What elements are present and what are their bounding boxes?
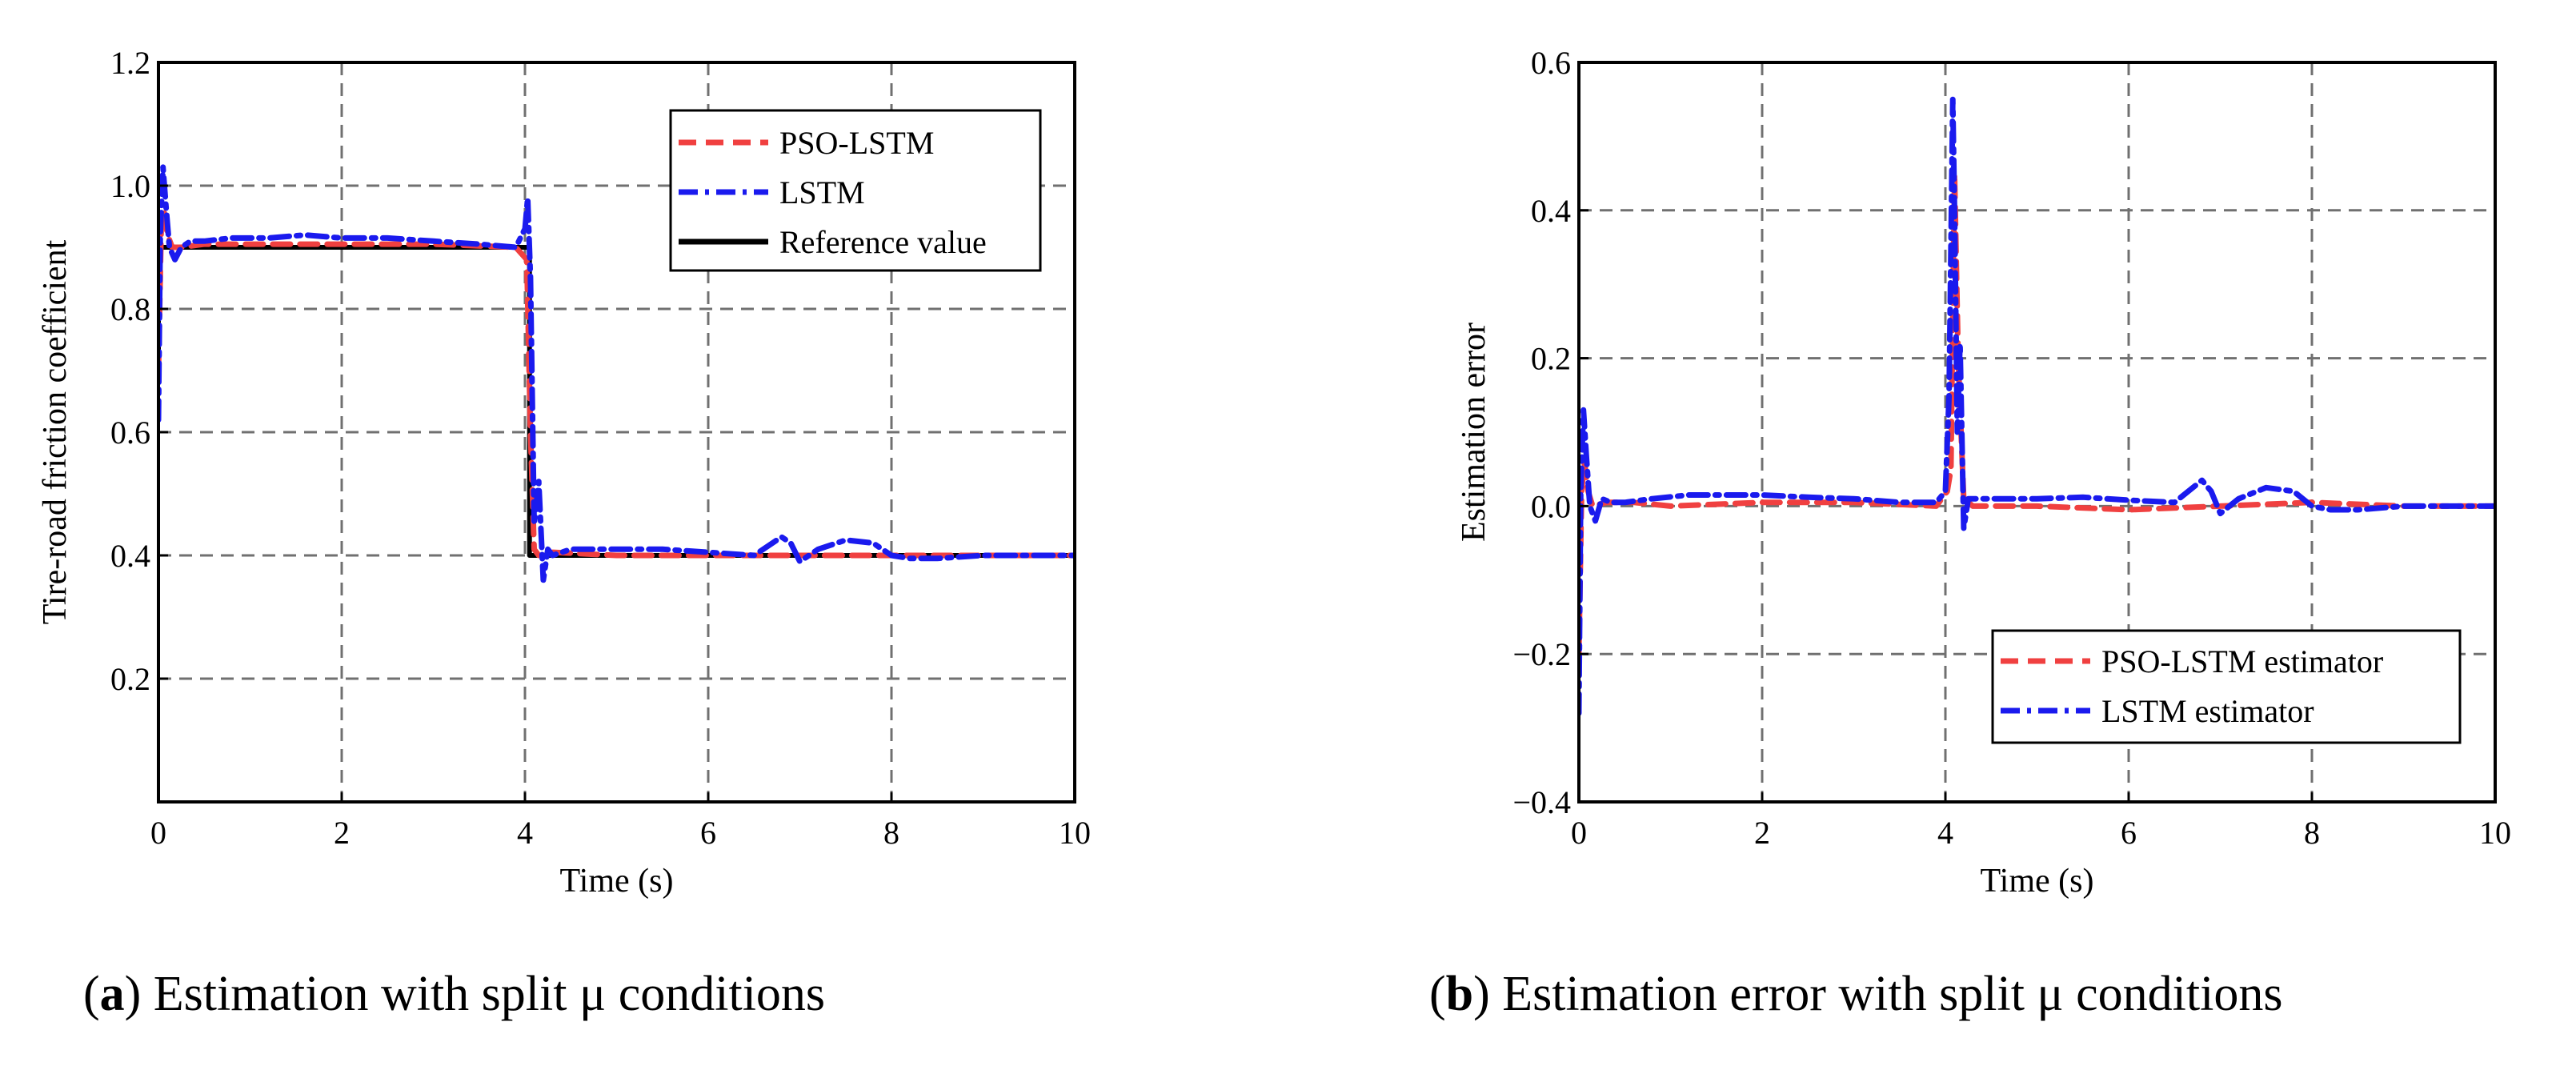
y-tick-label: 0.4 bbox=[110, 538, 150, 574]
series-line-reference-value bbox=[158, 245, 1075, 558]
legend-entry: LSTM bbox=[779, 174, 865, 210]
x-tick-label: 4 bbox=[1937, 815, 1953, 851]
series-line-lstm-estimator bbox=[1579, 96, 2495, 716]
y-tick-label: 0.8 bbox=[110, 291, 150, 327]
y-axis-label: Tire-road friction coefficient bbox=[37, 239, 74, 624]
legend-entry: Reference value bbox=[779, 224, 987, 260]
x-tick-label: 0 bbox=[150, 815, 166, 851]
legend-entry: PSO-LSTM bbox=[779, 125, 934, 161]
panel-caption: (a) Estimation with split μ conditions bbox=[83, 967, 825, 1021]
x-tick-label: 8 bbox=[2304, 815, 2320, 851]
legend-entry: PSO-LSTM estimator bbox=[2101, 643, 2383, 679]
y-tick-label: 0.0 bbox=[1531, 488, 1571, 524]
panel-caption: (b) Estimation error with split μ condit… bbox=[1429, 967, 2283, 1021]
series-group bbox=[1579, 96, 2495, 716]
y-axis-label: Estimation error bbox=[1456, 323, 1492, 542]
y-tick-label: −0.2 bbox=[1512, 636, 1571, 672]
x-tick-label: 8 bbox=[883, 815, 899, 851]
y-tick-label: −0.4 bbox=[1512, 784, 1571, 820]
series-line-pso-lstm-estimator bbox=[1579, 170, 2495, 657]
legend: PSO-LSTM LSTM Reference value bbox=[669, 109, 1042, 272]
y-tick-label: 1.0 bbox=[110, 168, 150, 204]
series-line-lstm bbox=[158, 164, 1075, 583]
x-tick-label: 10 bbox=[2479, 815, 2511, 851]
series-group bbox=[158, 164, 1075, 583]
x-tick-label: 2 bbox=[334, 815, 350, 851]
y-tick-label: 0.2 bbox=[1531, 341, 1571, 377]
y-tick-label: 0.6 bbox=[110, 415, 150, 451]
x-axis-label: Time (s) bbox=[560, 863, 674, 900]
legend: PSO-LSTM estimator LSTM estimator bbox=[1991, 629, 2462, 744]
y-tick-label: 0.4 bbox=[1531, 193, 1571, 229]
x-tick-label: 10 bbox=[1059, 815, 1091, 851]
x-axis-label: Time (s) bbox=[1981, 863, 2094, 900]
x-tick-label: 6 bbox=[2121, 815, 2137, 851]
y-tick-label: 1.2 bbox=[110, 45, 150, 81]
y-tick-label: 0.6 bbox=[1531, 45, 1571, 81]
legend-box bbox=[1991, 629, 2462, 744]
legend-entry: LSTM estimator bbox=[2101, 693, 2314, 729]
x-tick-label: 0 bbox=[1571, 815, 1587, 851]
x-tick-label: 2 bbox=[1754, 815, 1770, 851]
plot-frame bbox=[1577, 61, 2497, 804]
y-tick-label: 0.2 bbox=[110, 661, 150, 697]
x-tick-label: 6 bbox=[700, 815, 716, 851]
panel-b: 0 2 4 6 8 10 −0.4 −0.2 0.0 0.2 0.4 0.6 Time (s) Estim… bbox=[1429, 45, 2511, 1021]
x-tick-label: 4 bbox=[517, 815, 533, 851]
panel-a: 0 2 4 6 8 10 0.2 0.4 0.6 0.8 1.0 1.2 Time (s) Tire-ro… bbox=[37, 45, 1091, 1021]
